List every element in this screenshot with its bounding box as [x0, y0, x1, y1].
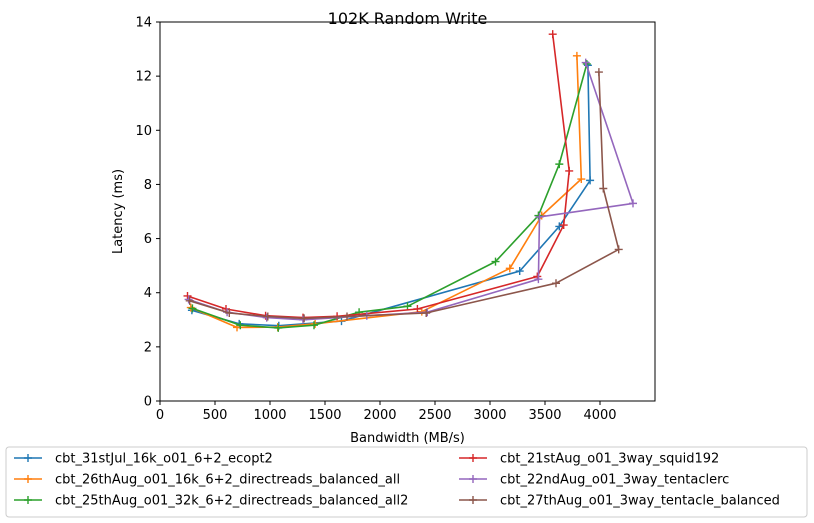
- y-tick-label: 6: [144, 232, 152, 247]
- data-point: [310, 321, 318, 330]
- data-point: [559, 221, 568, 230]
- legend-item-1: cbt_31stJul_16k_o01_6+2_ecopt2: [14, 452, 273, 467]
- series-line-1: [191, 65, 591, 327]
- legend-label: cbt_27thAug_o01_3way_tentacle_balanced: [500, 494, 780, 509]
- series-line-4: [187, 34, 571, 319]
- data-point: [236, 321, 245, 330]
- legend-marker: [469, 496, 477, 504]
- data-point: [534, 211, 543, 220]
- data-point: [263, 312, 272, 321]
- chart-title: 102K Random Write: [328, 9, 488, 28]
- x-tick-label: 1500: [308, 408, 341, 423]
- legend-label: cbt_31stJul_16k_o01_6+2_ecopt2: [55, 452, 273, 467]
- y-tick-label: 2: [144, 340, 152, 355]
- data-point: [586, 176, 595, 185]
- data-point: [274, 323, 283, 332]
- data-point: [185, 296, 194, 305]
- x-tick-label: 1000: [253, 408, 286, 423]
- data-point: [403, 302, 412, 311]
- y-tick-label: 10: [135, 124, 152, 139]
- data-point: [491, 257, 500, 266]
- legend-label: cbt_25thAug_o01_32k_6+2_directreads_bala…: [55, 494, 408, 509]
- data-point: [413, 304, 422, 313]
- legend-label: cbt_21stAug_o01_3way_squid192: [500, 452, 719, 467]
- legend-label: cbt_22ndAug_o01_3way_tentaclerc: [500, 473, 729, 488]
- legend-item-4: cbt_21stAug_o01_3way_squid192: [459, 452, 719, 467]
- data-point: [535, 212, 544, 221]
- y-axis-ticks: 0 2 4 6 8 10 12 14: [135, 16, 160, 410]
- legend-item-5: cbt_22ndAug_o01_3way_tentaclerc: [459, 473, 729, 488]
- data-point: [548, 30, 557, 39]
- data-point: [343, 312, 351, 321]
- x-axis-ticks: 0 500 1000 1500 2000 2500 3000 3500 4000: [156, 401, 617, 423]
- legend-item-3: cbt_25thAug_o01_32k_6+2_directreads_bala…: [14, 494, 408, 509]
- legend-marker: [469, 454, 477, 462]
- data-point: [262, 313, 271, 322]
- legend: cbt_31stJul_16k_o01_6+2_ecopt2 cbt_26thAu…: [5, 446, 808, 518]
- x-axis-title: Bandwidth (MB/s): [350, 431, 465, 446]
- series-line-3: [192, 63, 588, 329]
- legend-item-6: cbt_27thAug_o01_3way_tentacle_balanced: [459, 494, 780, 509]
- legend-item-2: cbt_26thAug_o01_16k_6+2_directreads_bala…: [14, 473, 400, 488]
- data-point: [515, 267, 524, 276]
- x-tick-label: 2500: [418, 408, 451, 423]
- y-tick-label: 0: [144, 395, 152, 410]
- y-tick-label: 12: [135, 70, 152, 85]
- y-tick-label: 14: [135, 16, 152, 31]
- data-point: [225, 309, 234, 318]
- data-point: [594, 68, 603, 77]
- data-point: [188, 304, 197, 313]
- data-point: [555, 222, 564, 231]
- data-point: [186, 303, 195, 312]
- legend-frame: [5, 446, 808, 518]
- legend-label: cbt_26thAug_o01_16k_6+2_directreads_bala…: [55, 473, 400, 488]
- data-point: [300, 314, 309, 323]
- series-line-2: [190, 55, 583, 329]
- data-point: [505, 264, 514, 273]
- data-point: [183, 291, 192, 300]
- y-axis-title: Latency (ms): [111, 169, 126, 254]
- y-tick-label: 8: [144, 178, 152, 193]
- data-point: [565, 166, 574, 175]
- x-tick-label: 3000: [473, 408, 506, 423]
- data-point: [299, 315, 307, 324]
- legend-marker: [24, 496, 32, 504]
- x-tick-label: 3500: [528, 408, 561, 423]
- data-point: [422, 309, 431, 318]
- y-tick-label: 4: [144, 286, 152, 301]
- plot-frame: [159, 21, 656, 402]
- plot-lines: [183, 30, 637, 332]
- x-tick-label: 2000: [363, 408, 396, 423]
- legend-marker: [469, 475, 477, 483]
- data-point: [629, 199, 637, 208]
- x-tick-label: 4000: [583, 408, 616, 423]
- data-point: [555, 160, 564, 169]
- data-point: [534, 275, 543, 284]
- data-point: [184, 295, 193, 304]
- data-point: [599, 184, 608, 193]
- legend-marker: [24, 454, 32, 462]
- x-tick-label: 500: [203, 408, 228, 423]
- data-point: [552, 279, 560, 288]
- data-point: [572, 51, 581, 60]
- series-line-6: [189, 72, 620, 320]
- legend-marker: [24, 475, 32, 483]
- data-point: [614, 245, 623, 254]
- data-point: [581, 58, 590, 67]
- data-point: [577, 175, 586, 184]
- x-tick-label: 0: [156, 408, 164, 423]
